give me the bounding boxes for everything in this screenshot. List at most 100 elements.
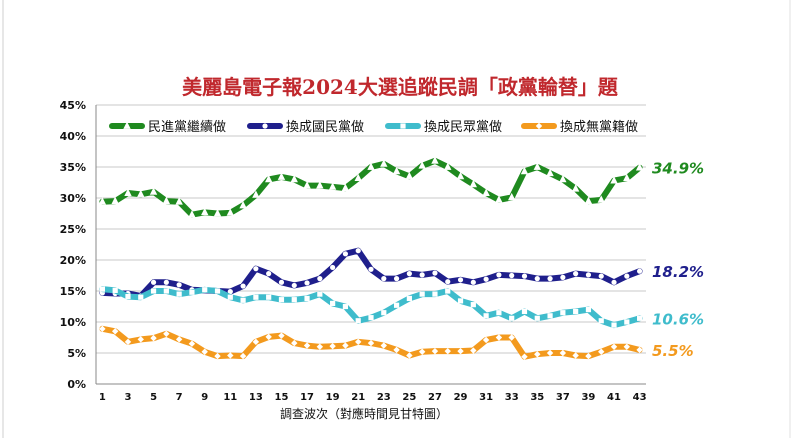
data-point xyxy=(456,171,465,180)
x-tick-label: 33 xyxy=(505,392,519,403)
end-value-label: 18.2% xyxy=(652,263,704,281)
data-point xyxy=(239,352,247,360)
data-point xyxy=(547,313,553,319)
x-axis-label: 調查波次（對應時間見甘特圖） xyxy=(280,406,448,421)
series-3: 10.6% xyxy=(99,286,704,328)
data-point xyxy=(368,315,374,321)
data-point xyxy=(240,297,246,303)
data-point xyxy=(316,343,324,350)
data-point xyxy=(188,210,196,218)
y-tick-label: 15% xyxy=(60,285,86,298)
y-tick-label: 0% xyxy=(67,378,86,391)
data-point xyxy=(163,288,169,294)
data-point xyxy=(431,347,439,355)
y-tick-label: 45% xyxy=(60,99,86,112)
x-tick-label: 37 xyxy=(556,392,570,403)
data-point xyxy=(227,294,233,300)
data-point xyxy=(457,277,464,283)
series-group: 34.9% 18.2% 10.6% 5.5% xyxy=(98,156,704,360)
x-tick-label: 9 xyxy=(201,392,208,403)
y-tick-label: 40% xyxy=(60,130,86,143)
data-point xyxy=(393,302,400,308)
legend-label: 民進黨繼續做 xyxy=(148,120,226,135)
data-point xyxy=(597,195,605,203)
data-point xyxy=(509,272,515,279)
data-point xyxy=(266,294,272,300)
data-point xyxy=(262,123,268,129)
data-point xyxy=(482,336,490,344)
data-point xyxy=(381,310,387,316)
data-point xyxy=(253,266,259,272)
x-tick-label: 3 xyxy=(124,392,131,403)
data-point xyxy=(278,279,285,285)
data-point xyxy=(559,349,567,357)
data-point xyxy=(584,196,593,204)
data-point xyxy=(162,196,171,204)
data-point xyxy=(393,346,400,354)
data-point xyxy=(355,338,362,346)
data-point xyxy=(400,123,406,129)
data-point xyxy=(585,307,592,313)
data-point xyxy=(495,195,503,203)
data-point xyxy=(253,294,259,300)
data-point xyxy=(419,291,425,297)
data-point xyxy=(380,342,387,349)
data-point xyxy=(635,163,644,171)
data-point xyxy=(329,342,336,350)
data-point xyxy=(573,271,579,277)
data-point xyxy=(150,334,157,342)
data-point xyxy=(201,348,208,355)
data-point xyxy=(534,315,540,321)
data-point xyxy=(445,279,451,285)
data-point xyxy=(521,273,528,279)
data-point xyxy=(457,298,464,304)
data-point xyxy=(546,168,554,177)
data-point xyxy=(380,159,388,167)
data-point xyxy=(138,294,144,300)
data-point xyxy=(598,318,604,324)
data-point xyxy=(393,276,400,282)
data-point xyxy=(278,332,285,339)
x-tick-label: 25 xyxy=(402,392,416,403)
data-point xyxy=(137,189,145,198)
legend-label: 換成無黨籍做 xyxy=(560,119,638,135)
data-point xyxy=(163,279,169,285)
data-point xyxy=(290,174,298,183)
series-line xyxy=(99,247,643,299)
data-point xyxy=(624,273,630,279)
x-tick-label: 19 xyxy=(326,392,340,403)
data-point xyxy=(534,276,540,282)
data-point xyxy=(496,272,502,278)
data-point xyxy=(264,174,273,183)
data-point xyxy=(432,291,438,297)
legend-label: 換成國民黨做 xyxy=(286,120,364,135)
data-point xyxy=(304,295,310,302)
data-point xyxy=(406,295,412,302)
data-point xyxy=(176,291,182,297)
data-point xyxy=(163,330,170,337)
data-point xyxy=(520,166,529,175)
data-point xyxy=(150,279,157,285)
data-point xyxy=(304,280,310,286)
x-tick-label: 1 xyxy=(99,392,106,403)
data-point xyxy=(342,251,349,257)
data-point xyxy=(483,313,489,319)
end-value-label: 10.6% xyxy=(652,310,704,328)
data-point xyxy=(328,182,337,190)
y-tick-label: 5% xyxy=(67,347,86,360)
data-point xyxy=(201,207,209,216)
data-point xyxy=(432,270,438,276)
data-point xyxy=(547,276,553,282)
data-point xyxy=(342,342,349,349)
data-point xyxy=(572,352,579,359)
data-point xyxy=(355,248,361,254)
data-point xyxy=(406,352,413,359)
x-tick-label: 15 xyxy=(275,392,289,403)
data-point xyxy=(98,197,107,205)
data-point xyxy=(316,181,324,189)
data-point xyxy=(278,297,285,303)
data-point xyxy=(381,276,387,282)
data-point xyxy=(150,288,157,294)
data-point xyxy=(470,302,476,308)
